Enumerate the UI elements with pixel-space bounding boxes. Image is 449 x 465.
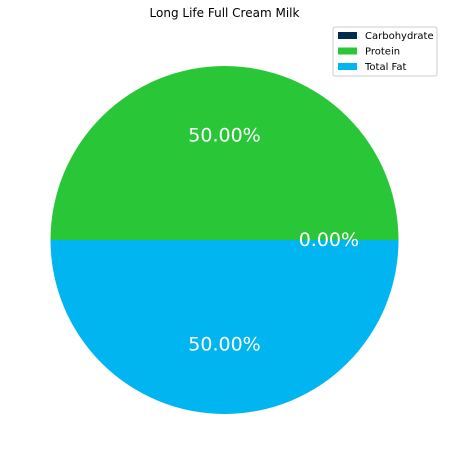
pie-slice-total-fat [50, 240, 399, 414]
pie-slice-labels: 0.00% 50.00% 50.00% [188, 125, 359, 356]
pie-slices [50, 66, 399, 414]
legend-swatch-protein [338, 47, 357, 55]
chart-title: Long Life Full Cream Milk [150, 6, 300, 20]
legend-label-protein: Protein [365, 47, 400, 58]
legend-swatch-carbohydrate [338, 32, 357, 39]
legend-label-total-fat: Total Fat [364, 62, 406, 73]
legend-swatch-total-fat [338, 63, 357, 70]
legend: Carbohydrate Protein Total Fat [332, 26, 438, 77]
legend-items: Carbohydrate Protein Total Fat [338, 31, 434, 73]
legend-box [332, 26, 438, 77]
pie-label-carbohydrate: 0.00% [299, 229, 359, 251]
pie-label-total-fat: 50.00% [188, 333, 260, 355]
pie-label-protein: 50.00% [188, 125, 260, 147]
pie-slice-protein [50, 66, 399, 240]
legend-label-carbohydrate: Carbohydrate [365, 31, 434, 42]
